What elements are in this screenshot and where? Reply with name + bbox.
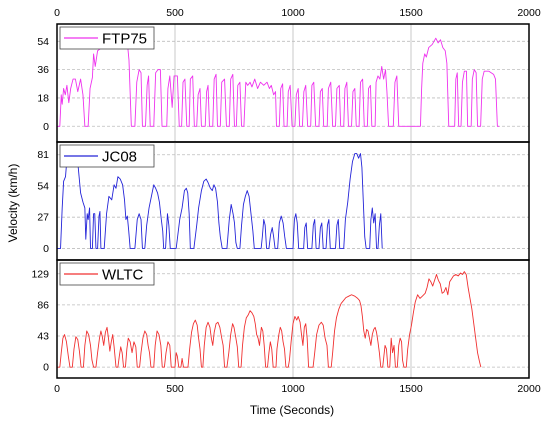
y-axis-title: Velocity (km/h): [6, 164, 20, 243]
y-tick-label: 129: [31, 268, 49, 280]
x-tick-label-top: 0: [54, 7, 60, 19]
legend-label: WLTC: [102, 267, 144, 284]
y-tick-label: 43: [37, 331, 49, 343]
x-tick-label-top: 1500: [399, 7, 423, 19]
legend-box: [59, 26, 155, 50]
x-tick-label-bottom: 1000: [281, 383, 305, 395]
y-tick-label: 86: [37, 299, 49, 311]
x-tick-label-bottom: 2000: [517, 383, 541, 395]
y-tick-label: 0: [43, 243, 49, 255]
panel-wltc: 0 43 86 129 WLTC: [31, 259, 530, 379]
x-axis-bottom: 0 500 1000 1500 2000: [54, 383, 541, 395]
y-tick-label: 54: [37, 180, 49, 192]
panel-frame: [56, 259, 530, 379]
x-tick-label-bottom: 500: [166, 383, 184, 395]
series-line-jc08: [57, 149, 383, 249]
legend-box: [59, 144, 155, 168]
legend-wltc: WLTC: [59, 262, 155, 286]
x-tick-label-bottom: 0: [54, 383, 60, 395]
series-line-ftp75: [57, 37, 500, 127]
chart-panels: 0 18 36 54 FTP75 0 27 54 81 JC08 0 43 86 129 WLTC: [31, 23, 530, 379]
y-tick-label: 0: [43, 362, 49, 374]
y-tick-label: 81: [37, 149, 49, 161]
legend-jc08: JC08: [59, 144, 155, 168]
series-line-wltc: [57, 271, 482, 368]
legend-box: [59, 262, 155, 286]
x-axis-title: Time (Seconds): [250, 403, 334, 417]
x-tick-label-top: 2000: [517, 7, 541, 19]
x-tick-label-bottom: 1500: [399, 383, 423, 395]
x-tick-label-top: 500: [166, 7, 184, 19]
legend-label: FTP75: [102, 31, 147, 48]
y-tick-label: 36: [37, 64, 49, 76]
legend-label: JC08: [102, 149, 137, 166]
y-tick-label: 27: [37, 212, 49, 224]
x-axis-top: 0 500 1000 1500 2000: [54, 7, 541, 19]
y-tick-label: 54: [37, 36, 49, 48]
y-tick-label: 18: [37, 92, 49, 104]
x-tick-label-top: 1000: [281, 7, 305, 19]
legend-ftp75: FTP75: [59, 26, 155, 50]
panel-jc08: 0 27 54 81 JC08: [37, 141, 530, 261]
y-tick-label: 0: [43, 121, 49, 133]
